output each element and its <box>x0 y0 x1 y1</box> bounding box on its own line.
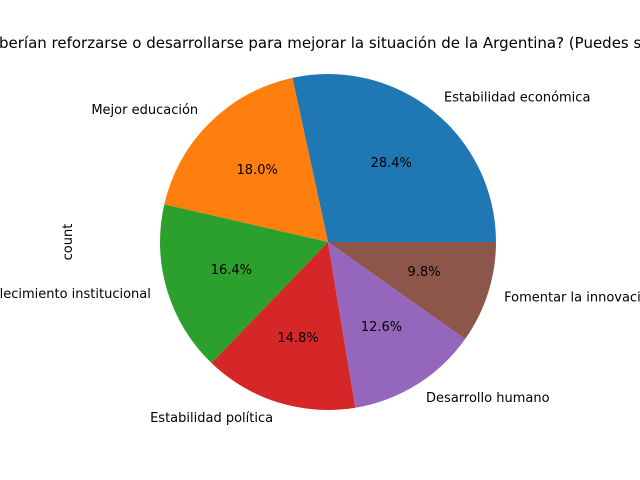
pie-labels: Estabilidad económica 28.4% Mejor educació… <box>0 91 640 426</box>
slice-percent-mejor-educacion: 18.0% <box>237 163 278 178</box>
slice-label-mejor-educacion: Mejor educación <box>91 103 198 118</box>
pie-slice-fortalecimiento-institucional <box>160 204 328 364</box>
slice-percent-fortalecimiento-institucional: 16.4% <box>211 263 252 278</box>
slice-label-fomentar-la-innovacion: Fomentar la innovación <box>504 291 640 306</box>
chart-title: ¿Qué aspectos deberían reforzarse o desa… <box>0 34 640 52</box>
pie-slice-estabilidad-politica <box>211 242 356 410</box>
y-axis-label: count <box>61 224 76 261</box>
slice-percent-fomentar-la-innovacion: 9.8% <box>408 265 441 280</box>
pie-slice-fomentar-la-innovacion <box>328 242 496 340</box>
slice-percent-estabilidad-politica: 14.8% <box>277 331 318 346</box>
slice-label-fortalecimiento-institucional: Fortalecimiento institucional <box>0 287 151 302</box>
pie-slices <box>160 74 496 410</box>
pie-slice-estabilidad-economica <box>292 74 496 242</box>
slice-label-estabilidad-economica: Estabilidad económica <box>444 91 590 106</box>
pie-slice-mejor-educacion <box>164 77 328 242</box>
slice-label-desarrollo-humano: Desarrollo humano <box>426 391 550 406</box>
slice-percent-estabilidad-economica: 28.4% <box>371 156 412 171</box>
slice-percent-desarrollo-humano: 12.6% <box>361 320 402 335</box>
pie-slice-desarrollo-humano <box>328 242 466 408</box>
slice-label-estabilidad-politica: Estabilidad política <box>150 411 273 426</box>
